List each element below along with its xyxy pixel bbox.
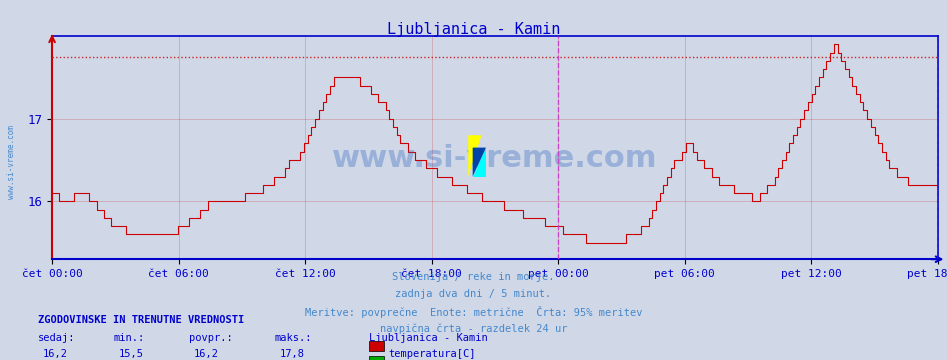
Text: 15,5: 15,5 <box>118 349 143 359</box>
Text: ZGODOVINSKE IN TRENUTNE VREDNOSTI: ZGODOVINSKE IN TRENUTNE VREDNOSTI <box>38 315 244 325</box>
Text: 16,2: 16,2 <box>43 349 67 359</box>
Polygon shape <box>473 148 486 176</box>
Text: www.si-vreme.com: www.si-vreme.com <box>332 144 657 173</box>
Text: Meritve: povprečne  Enote: metrične  Črta: 95% meritev: Meritve: povprečne Enote: metrične Črta:… <box>305 306 642 318</box>
Text: Slovenija / reke in morje.: Slovenija / reke in morje. <box>392 272 555 282</box>
Text: 16,2: 16,2 <box>194 349 219 359</box>
Text: 17,8: 17,8 <box>279 349 304 359</box>
Text: sedaj:: sedaj: <box>38 333 76 343</box>
Text: Ljubljanica - Kamin: Ljubljanica - Kamin <box>386 22 561 37</box>
Polygon shape <box>468 135 481 176</box>
Text: zadnja dva dni / 5 minut.: zadnja dva dni / 5 minut. <box>396 289 551 299</box>
Text: Ljubljanica - Kamin: Ljubljanica - Kamin <box>369 333 488 343</box>
Text: povpr.:: povpr.: <box>189 333 233 343</box>
Text: www.si-vreme.com: www.si-vreme.com <box>7 125 16 199</box>
Polygon shape <box>473 148 486 176</box>
Text: temperatura[C]: temperatura[C] <box>388 349 475 359</box>
Text: navpična črta - razdelek 24 ur: navpična črta - razdelek 24 ur <box>380 324 567 334</box>
Text: min.:: min.: <box>114 333 145 343</box>
Text: maks.:: maks.: <box>275 333 313 343</box>
